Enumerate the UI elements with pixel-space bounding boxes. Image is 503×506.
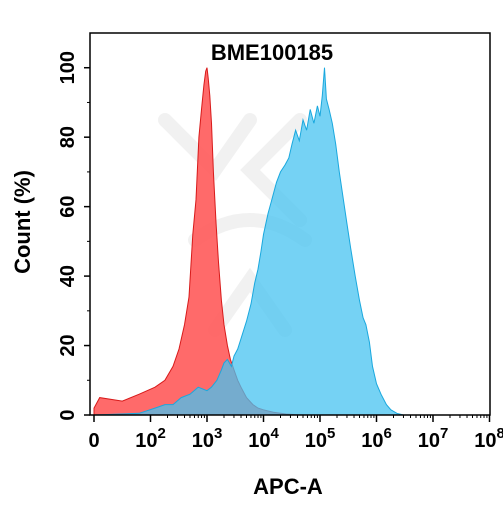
y-tick-label: 80 xyxy=(57,126,79,148)
y-tick-label: 40 xyxy=(57,265,79,287)
x-tick-label: 107 xyxy=(418,425,449,452)
axes: 0 20 40 60 80 100 0 102 103 104 105 106 107 108 xyxy=(57,32,503,452)
y-tick-label: 100 xyxy=(57,51,79,84)
y-axis-title: Count (%) xyxy=(10,170,35,274)
x-tick-label: 103 xyxy=(192,425,223,452)
chart-title: BME100185 xyxy=(211,40,333,65)
x-tick-label: 106 xyxy=(361,425,392,452)
x-tick-label: 105 xyxy=(305,425,336,452)
histogram-series-2 xyxy=(93,67,490,416)
x-axis-title: APC-A xyxy=(253,474,323,499)
y-tick-label: 20 xyxy=(57,334,79,356)
y-tick-label: 60 xyxy=(57,196,79,218)
plot-area xyxy=(93,67,490,416)
x-tick-label: 102 xyxy=(135,425,166,452)
y-tick-label: 0 xyxy=(57,409,79,420)
x-tick-label: 0 xyxy=(88,430,99,452)
x-tick-label: 108 xyxy=(474,425,503,452)
x-tick-label: 104 xyxy=(248,425,279,452)
